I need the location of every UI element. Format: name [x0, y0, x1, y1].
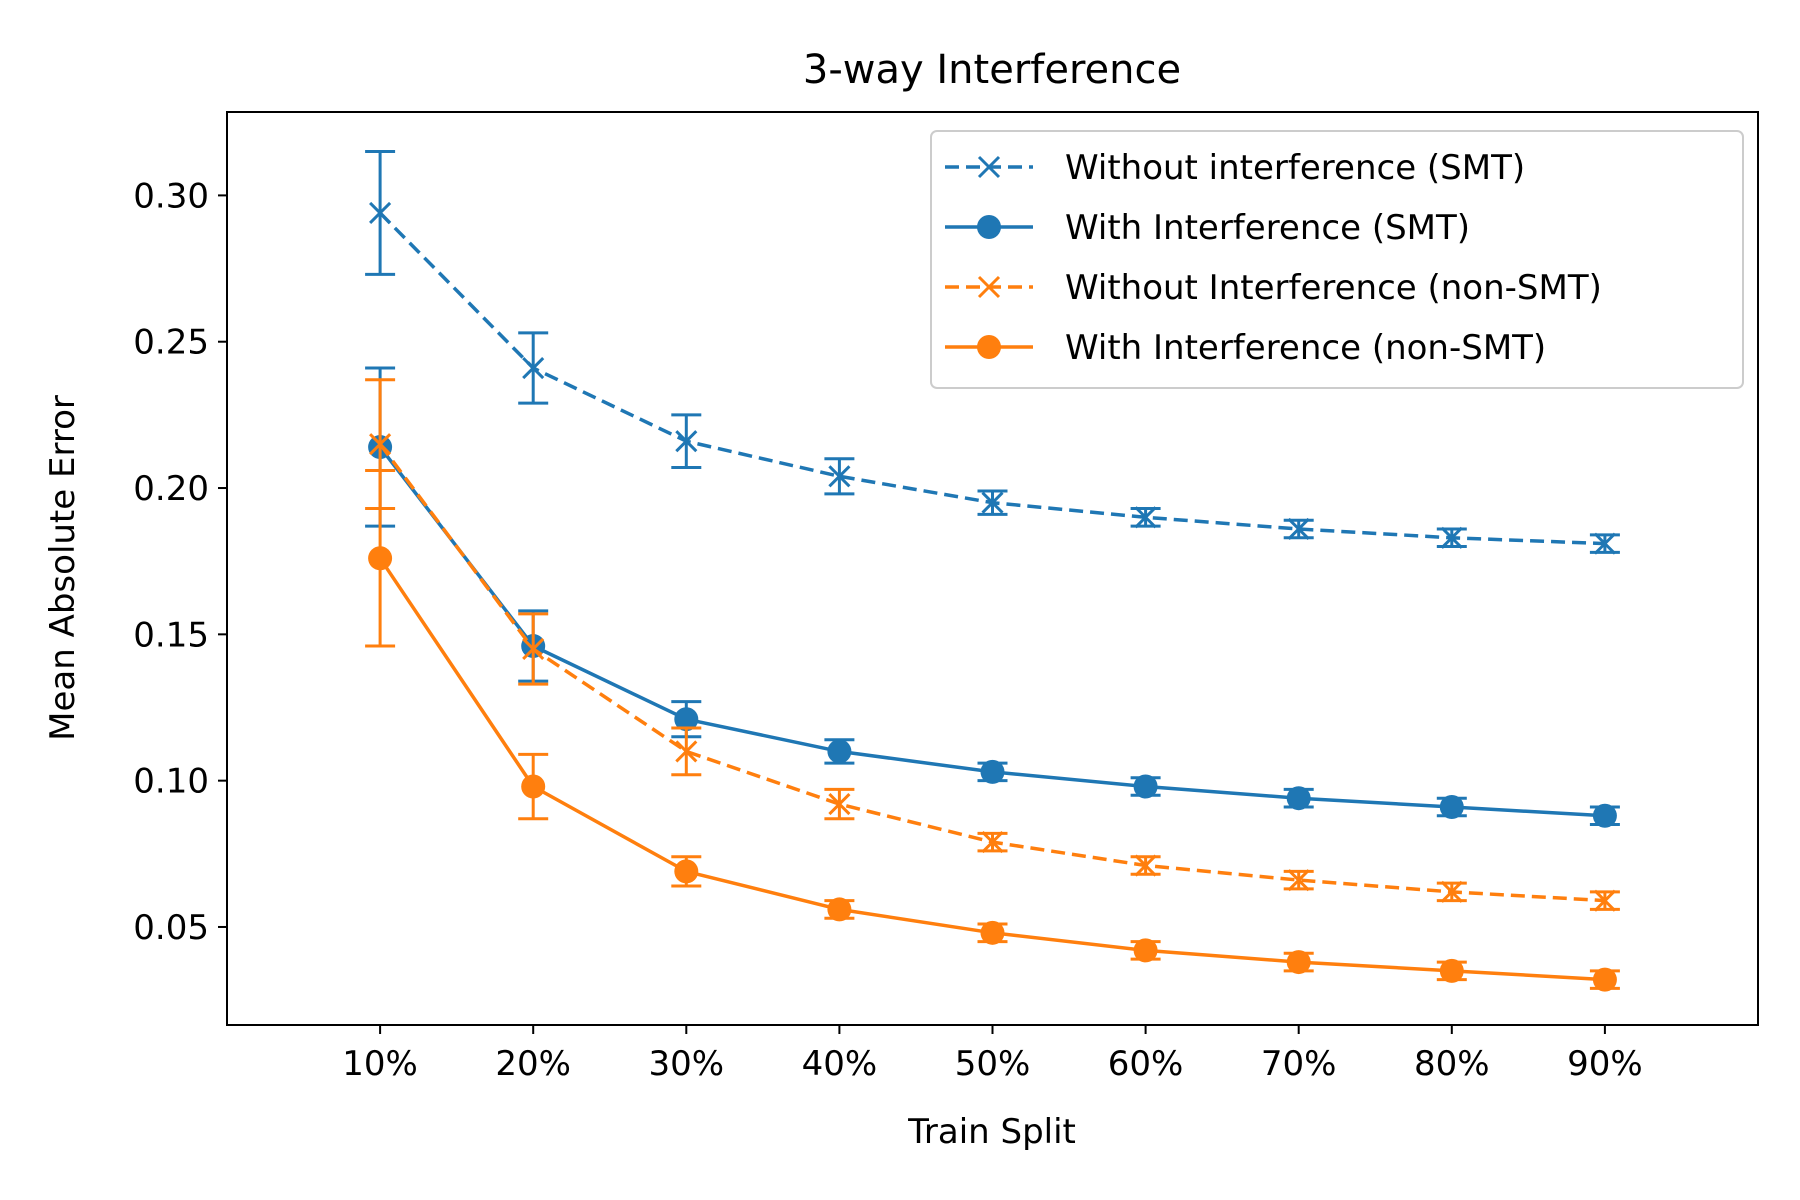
x-axis-label: Train Split: [907, 1112, 1076, 1152]
y-tick-label: 0.25: [133, 323, 209, 363]
marker-stroke: [1134, 506, 1157, 529]
series-4: [365, 468, 1620, 992]
data-point: [827, 739, 852, 764]
data-point: [1134, 854, 1157, 877]
legend-item: Without Interference (non-SMT): [945, 268, 1602, 308]
marker-stroke: [977, 155, 1001, 179]
marker-stroke: [977, 275, 1001, 299]
marker-stroke: [1287, 517, 1310, 541]
x-tick-label: 80%: [1414, 1044, 1490, 1084]
y-tick-label: 0.30: [133, 176, 209, 216]
data-point: [368, 546, 393, 571]
data-point: [369, 201, 392, 225]
data-point: [828, 793, 851, 816]
data-point: [1439, 958, 1464, 983]
marker-stroke: [1440, 526, 1463, 549]
data-point: [1593, 532, 1616, 555]
y-tick-label: 0.15: [133, 615, 209, 655]
marker-stroke: [1593, 532, 1616, 555]
data-point: [1593, 889, 1616, 912]
data-point: [1440, 526, 1463, 549]
data-point: [981, 831, 1004, 854]
marker-stroke: [1440, 880, 1463, 903]
x-tick-label: 40%: [802, 1044, 878, 1084]
legend-item: Without interference (SMT): [945, 148, 1525, 188]
data-point: [674, 707, 699, 732]
marker-stroke: [981, 491, 1004, 514]
legend-marker: [977, 335, 1001, 359]
marker-stroke: [369, 433, 392, 456]
data-point: [980, 759, 1005, 784]
data-point: [1592, 967, 1617, 992]
x-tick-label: 30%: [649, 1044, 725, 1084]
data-point: [827, 897, 852, 922]
marker-stroke: [522, 356, 545, 380]
marker-stroke: [828, 465, 851, 488]
x-tick-label: 90%: [1567, 1044, 1643, 1084]
data-point: [1286, 950, 1311, 975]
data-point: [1286, 786, 1311, 811]
data-point: [1440, 880, 1463, 903]
data-point: [1287, 517, 1310, 541]
x-tick-label: 10%: [342, 1044, 418, 1084]
y-tick-label: 0.20: [133, 469, 209, 509]
marker-stroke: [981, 831, 1004, 854]
data-point: [521, 774, 546, 799]
data-point: [369, 433, 392, 456]
marker-stroke: [1134, 854, 1157, 877]
marker-stroke: [522, 637, 545, 661]
legend-label: Without Interference (non-SMT): [1065, 268, 1602, 308]
data-point: [674, 859, 699, 884]
data-point: [675, 740, 698, 763]
marker-stroke: [675, 740, 698, 763]
x-tick-label: 70%: [1261, 1044, 1337, 1084]
y-tick-label: 0.10: [133, 762, 209, 802]
legend-label: With Interference (non-SMT): [1065, 328, 1546, 368]
data-point: [1133, 938, 1158, 963]
data-point: [1287, 869, 1310, 892]
data-point: [522, 356, 545, 380]
legend-marker: [977, 155, 1001, 179]
series-1: [365, 150, 1620, 555]
x-tick-label: 50%: [955, 1044, 1031, 1084]
marker-stroke: [369, 201, 392, 225]
marker-stroke: [675, 430, 698, 453]
series-3: [365, 378, 1620, 912]
marker-stroke: [1287, 869, 1310, 892]
chart-title: 3-way Interference: [803, 47, 1181, 93]
x-tick-label: 20%: [495, 1044, 571, 1084]
legend-marker: [977, 215, 1001, 239]
legend-label: Without interference (SMT): [1065, 148, 1525, 188]
data-point: [675, 430, 698, 453]
legend-marker: [977, 275, 1001, 299]
data-point: [1592, 803, 1617, 828]
axes: 10% 20% 30% 40% 50% 60% 70% 80% 90% 0.05 0.10 0.15 0…: [133, 176, 1642, 1084]
legend-item: With Interference (non-SMT): [945, 328, 1546, 368]
legend-item: With Interference (SMT): [945, 208, 1470, 248]
data-point: [1133, 774, 1158, 799]
marker-stroke: [828, 793, 851, 816]
y-tick-label: 0.05: [133, 908, 209, 948]
data-point: [981, 491, 1004, 514]
marker-stroke: [1593, 889, 1616, 912]
plot-area: [365, 150, 1620, 992]
x-tick-label: 60%: [1108, 1044, 1184, 1084]
data-point: [980, 920, 1005, 945]
legend: Without interference (SMT) With Interfere…: [930, 130, 1744, 389]
data-point: [1134, 506, 1157, 529]
data-point: [522, 637, 545, 661]
data-point: [1439, 794, 1464, 819]
axes-frame: [226, 111, 1759, 1026]
legend-label: With Interference (SMT): [1065, 208, 1470, 248]
legend-box: [930, 130, 1744, 389]
data-point: [828, 465, 851, 488]
y-axis-label: Mean Absolute Error: [43, 395, 83, 741]
